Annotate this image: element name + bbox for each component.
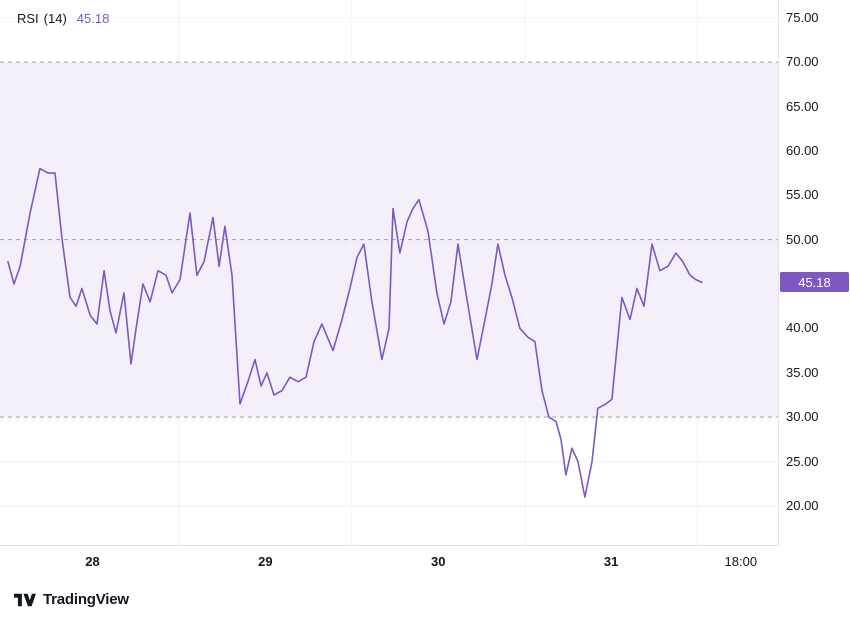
time-axis-label: 30 — [431, 554, 446, 569]
price-axis-label: 20.00 — [786, 497, 819, 513]
current-value-badge: 45.18 — [780, 272, 849, 293]
time-axis-label: 29 — [258, 554, 273, 569]
price-axis-label: 65.00 — [786, 98, 819, 114]
tradingview-label: TradingView — [43, 591, 129, 608]
price-axis-label: 40.00 — [786, 320, 819, 336]
tradingview-branding[interactable]: TradingView — [14, 591, 129, 608]
price-axis-label: 35.00 — [786, 364, 819, 380]
chart-plot-area[interactable]: RSI (14) 45.18 — [0, 0, 778, 545]
rsi-plot-svg — [0, 0, 778, 545]
price-axis-label: 50.00 — [786, 231, 819, 247]
rsi-band — [0, 62, 778, 418]
price-axis-label: 75.00 — [786, 9, 819, 25]
price-axis-label: 60.00 — [786, 142, 819, 158]
indicator-value: 45.18 — [76, 11, 110, 26]
price-axis-label: 25.00 — [786, 453, 819, 469]
tradingview-logo-icon — [14, 593, 36, 607]
time-axis-label: 18:00 — [724, 554, 758, 569]
price-axis-label: 30.00 — [786, 409, 819, 425]
indicator-name: RSI — [17, 11, 39, 26]
chart-row: RSI (14) 45.18 20.00 25.00 30.00 35.00 40.00… — [0, 0, 850, 546]
time-axis-label: 28 — [85, 554, 100, 569]
price-axis-label: 70.00 — [786, 54, 819, 70]
price-axis-label: 55.00 — [786, 187, 819, 203]
time-axis-label: 31 — [603, 554, 619, 569]
rsi-line — [7, 167, 703, 498]
indicator-legend[interactable]: RSI (14) 45.18 — [17, 11, 109, 27]
time-axis[interactable]: 28 29 30 31 18:00 — [0, 546, 778, 579]
indicator-params: (14) — [43, 11, 67, 26]
price-axis[interactable]: 20.0025.0030.0035.0040.0045.0050.0055.00… — [778, 0, 850, 546]
